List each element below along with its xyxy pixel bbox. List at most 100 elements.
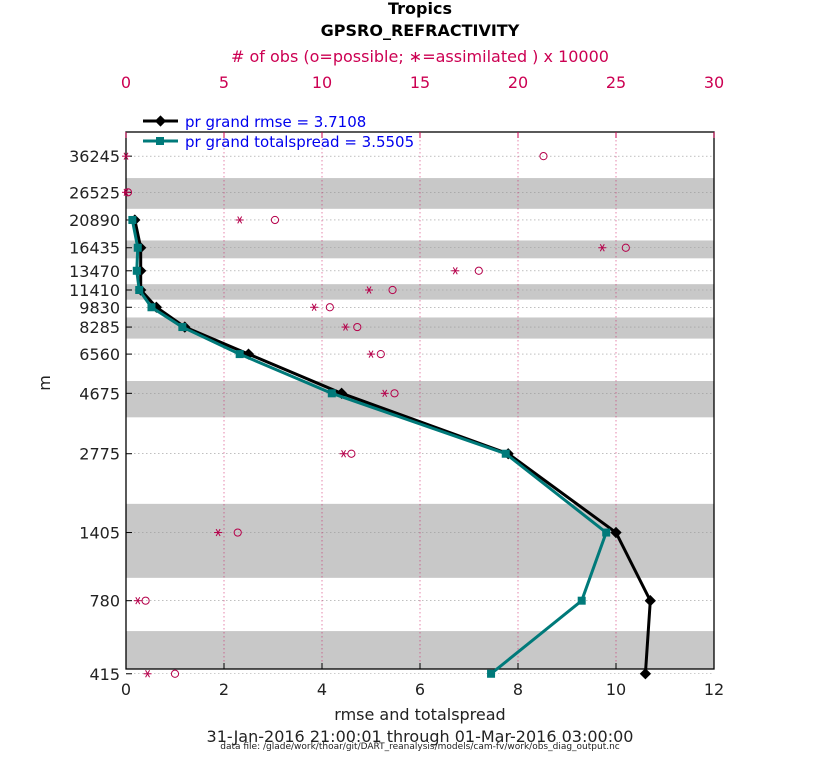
asterisk-stroke (382, 389, 388, 398)
obs-assimilated-marker (143, 670, 152, 678)
asterisk-stroke (215, 528, 221, 537)
y-tick-label: 20890 (69, 211, 120, 230)
obs-assimilated-marker (341, 323, 350, 331)
spread-point (577, 596, 586, 605)
top-tick-label: 0 (121, 73, 131, 92)
shaded-band (126, 381, 714, 418)
top-tick-label: 5 (219, 73, 229, 92)
spread-point (235, 350, 244, 359)
y-tick-label: 9830 (79, 298, 120, 317)
obs-count-markers (122, 152, 630, 678)
obs-assimilated-marker (122, 188, 130, 197)
y-tick-label: 780 (89, 592, 120, 611)
legend-rmse-label: pr grand rmse = 3.7108 (185, 113, 366, 131)
legend-spread-label: pr grand totalspread = 3.5505 (185, 133, 414, 151)
asterisk-stroke (135, 596, 141, 605)
top-tick-label: 25 (606, 73, 626, 92)
asterisk-stroke (366, 286, 372, 294)
spread-point (132, 266, 141, 275)
top-tick-label: 15 (410, 73, 430, 92)
spread-point (128, 215, 137, 224)
y-tick-label: 16435 (69, 239, 120, 258)
spread-point (147, 303, 156, 312)
date-range: 31-Jan-2016 21:00:01 through 01-Mar-2016… (207, 727, 634, 746)
legend-rmse-marker (154, 115, 167, 127)
asterisk-stroke (123, 188, 129, 197)
y-tick-label: 2775 (79, 445, 120, 464)
spread-point (178, 323, 187, 332)
obs-assimilated-marker (214, 528, 223, 537)
asterisk-stroke (368, 350, 374, 358)
obs-assimilated-marker (451, 267, 460, 275)
top-axis-label: # of obs (o=possible; ∗=assimilated ) x … (231, 47, 609, 66)
rmse-point (644, 595, 656, 607)
obs-assimilated-marker (367, 350, 375, 358)
obs-assimilated-marker (339, 450, 348, 458)
obs-possible-marker (170, 669, 180, 678)
legend-spread-marker (156, 137, 164, 145)
y-tick-label: 11410 (69, 281, 120, 300)
y-axis-label: m (35, 375, 54, 391)
x-tick-label: 12 (704, 680, 724, 699)
obs-possible-marker (347, 449, 356, 458)
obs-possible-marker (270, 215, 280, 225)
shaded-band (126, 284, 714, 300)
y-tick-label: 8285 (79, 318, 120, 337)
spread-point (133, 243, 142, 252)
y-tick-label: 13470 (69, 262, 120, 281)
y-tick-label: 4675 (79, 384, 120, 403)
x-axis-label: rmse and totalspread (334, 705, 505, 724)
x-tick-label: 8 (513, 680, 523, 699)
y-tick-label: 6560 (79, 345, 120, 364)
top-tick-label: 10 (312, 73, 332, 92)
spread-point (327, 389, 336, 398)
x-tick-label: 0 (121, 680, 131, 699)
spread-point (501, 449, 510, 458)
top-tick-label: 20 (508, 73, 528, 92)
asterisk-stroke (311, 303, 317, 311)
asterisk-stroke (145, 670, 150, 678)
obs-assimilated-marker (133, 596, 142, 605)
obs-possible-marker (474, 266, 483, 275)
asterisk-stroke (599, 244, 605, 252)
asterisk-stroke (123, 152, 129, 160)
obs-possible-marker (141, 596, 150, 605)
asterisk-stroke (452, 267, 458, 275)
obs-possible-marker (325, 303, 334, 312)
obs-possible-marker (390, 389, 399, 398)
obs-assimilated-marker (380, 389, 389, 398)
obs-possible-marker (621, 243, 630, 252)
y-tick-label: 415 (89, 665, 120, 684)
asterisk-stroke (341, 450, 346, 458)
asterisk-stroke (343, 323, 348, 331)
x-tick-label: 10 (606, 680, 626, 699)
obs-assimilated-marker (310, 303, 319, 311)
chart-title: Tropics (388, 0, 452, 18)
spread-point (135, 286, 144, 295)
obs-assimilated-marker (598, 244, 607, 252)
rmse-point (610, 526, 622, 539)
obs-possible-marker (539, 152, 548, 161)
x-tick-label: 6 (415, 680, 425, 699)
obs-assimilated-marker (365, 286, 374, 294)
top-tick-label: 30 (704, 73, 724, 92)
obs-assimilated-marker (235, 216, 244, 224)
y-tick-label: 26525 (69, 183, 120, 202)
chart-subtitle: GPSRO_REFRACTIVITY (321, 21, 520, 40)
obs-possible-marker (233, 528, 242, 537)
data-file-note: data file: /glade/work/thoar/git/DART_re… (220, 742, 620, 752)
obs-possible-marker (376, 349, 385, 359)
axis-ticks: 0 2 4 6 8 10 12 0 5 10 15 20 25 30 36245 26525 20890 1643… (69, 73, 724, 699)
x-tick-label: 2 (219, 680, 229, 699)
x-tick-label: 4 (317, 680, 327, 699)
spread-point (487, 669, 496, 678)
obs-assimilated-marker (122, 152, 130, 160)
legend: pr grand rmse = 3.7108 pr grand totalspr… (143, 113, 414, 151)
rmse-point (639, 668, 652, 680)
spread-point (602, 528, 611, 537)
y-tick-label: 1405 (79, 524, 120, 543)
obs-possible-marker (353, 322, 362, 332)
obs-possible-marker (388, 285, 397, 295)
y-tick-label: 36245 (69, 147, 120, 166)
